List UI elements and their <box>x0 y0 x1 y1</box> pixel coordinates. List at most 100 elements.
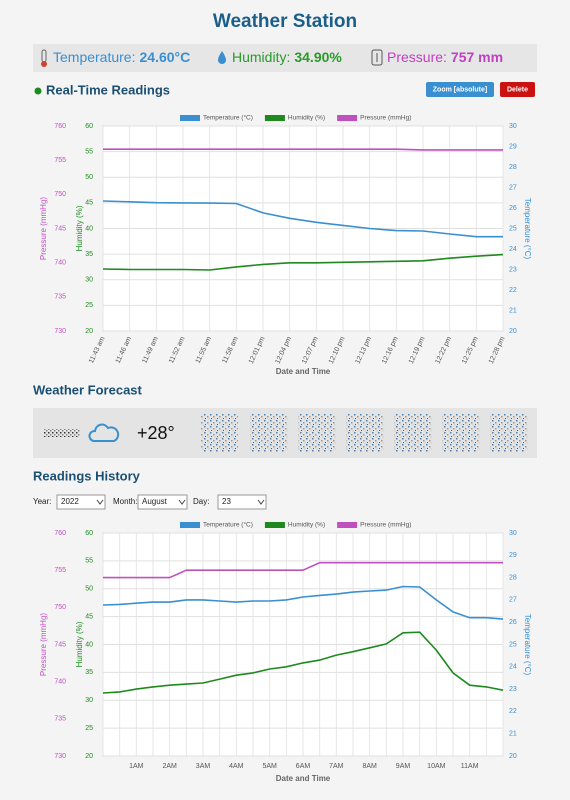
y-tick-label: 735 <box>54 294 66 301</box>
x-tick-label: 4AM <box>229 763 244 770</box>
x-tick-label: 12:13 pm <box>354 336 373 366</box>
value: 34.90% <box>294 49 342 65</box>
label: Humidity: <box>232 49 290 65</box>
y-tick-label: 745 <box>54 641 66 648</box>
y-tick-label: 60 <box>85 123 93 130</box>
legend-swatch <box>337 522 358 528</box>
x-tick-label: 7AM <box>329 763 344 770</box>
y-tick-label: 21 <box>509 731 517 738</box>
y-tick-label: 740 <box>54 679 66 686</box>
series-line <box>102 631 504 694</box>
pressure-status: Pressure: 757 mm <box>387 49 503 65</box>
gauge-icon <box>371 49 383 66</box>
delete-button[interactable] <box>500 82 535 97</box>
y-tick-label: 35 <box>85 669 93 676</box>
x-tick-label: 12:28 pm <box>488 336 507 366</box>
zoom-button-label[interactable]: Zoom [absolute] <box>433 86 487 93</box>
x-tick-label: 12:16 pm <box>381 336 400 366</box>
axis-title: Pressure (mmHg) <box>39 197 48 260</box>
axis-title: Temperature (°C) <box>523 614 532 676</box>
x-tick-label: 3AM <box>196 763 211 770</box>
y-tick-label: 730 <box>54 328 66 335</box>
x-tick-label: 8AM <box>362 763 377 770</box>
forecast-tile <box>250 414 288 452</box>
filter-label: Month: <box>113 497 137 506</box>
y-tick-label: 29 <box>509 143 517 150</box>
x-tick-label: 11:43 am <box>88 336 107 365</box>
y-tick-label: 24 <box>509 246 517 253</box>
y-tick-label: 45 <box>85 613 93 620</box>
y-tick-label: 735 <box>54 716 66 723</box>
month-select[interactable] <box>137 494 188 510</box>
line-chart: 20 25 30 35 40 45 50 55 60 Humidity (%) 20 21 22 23 24… <box>39 114 532 376</box>
legend-label: Humidity (%) <box>288 115 325 122</box>
y-tick-label: 28 <box>509 574 517 581</box>
live-dot <box>34 87 42 95</box>
value: 24.60°C <box>139 49 190 65</box>
x-tick-label: 12:25 pm <box>461 336 480 366</box>
legend-label: Temperature (°C) <box>203 114 253 122</box>
legend-label: Humidity (%) <box>288 522 325 529</box>
forecast-thumb <box>44 429 80 437</box>
select-value[interactable]: 2022 <box>61 497 79 506</box>
x-tick-label: 12:19 pm <box>408 336 427 366</box>
select-value[interactable]: August <box>142 497 168 506</box>
x-tick-label: 11:49 am <box>141 336 160 365</box>
legend-swatch <box>180 522 200 528</box>
y-tick-label: 750 <box>54 604 66 611</box>
series-line <box>102 253 504 271</box>
forecast-temperature: +28° <box>137 423 175 443</box>
y-tick-label: 730 <box>54 753 66 760</box>
select-arrow <box>257 499 265 505</box>
x-tick-label: 12:04 pm <box>274 336 293 366</box>
x-tick-label: 11:46 am <box>115 336 134 365</box>
legend-label: Temperature (°C) <box>203 521 253 529</box>
y-tick-label: 760 <box>54 123 66 130</box>
x-tick-label: 5AM <box>262 763 277 770</box>
x-tick-label: 2AM <box>162 763 177 770</box>
select-arrow <box>178 499 186 505</box>
x-tick-label: 10AM <box>427 763 445 770</box>
temperature-status: Temperature: 24.60°C <box>53 49 190 65</box>
legend-swatch <box>264 522 285 528</box>
axis-title: Temperature (°C) <box>523 198 532 260</box>
delete-button-label[interactable]: Delete <box>507 86 528 93</box>
y-tick-label: 30 <box>509 530 517 537</box>
y-tick-label: 25 <box>509 225 517 232</box>
y-tick-label: 25 <box>85 302 93 309</box>
y-tick-label: 45 <box>85 200 93 207</box>
axis-title: Humidity (%) <box>75 621 84 667</box>
x-tick-label: 12:22 pm <box>434 336 453 366</box>
y-tick-label: 30 <box>85 277 93 284</box>
y-tick-label: 22 <box>509 708 517 715</box>
drop-icon <box>218 51 226 64</box>
x-tick-label: 12:01 pm <box>248 336 267 366</box>
forecast-tile <box>200 414 238 452</box>
forecast-tile <box>442 414 480 452</box>
y-tick-label: 26 <box>509 619 517 626</box>
day-select[interactable] <box>217 494 267 510</box>
year-select[interactable] <box>56 494 106 510</box>
x-axis-title: Date and Time <box>276 774 331 783</box>
x-tick-label: 11:52 am <box>168 336 187 365</box>
y-tick-label: 20 <box>509 753 517 760</box>
y-tick-label: 755 <box>54 157 66 164</box>
zoom-button[interactable] <box>426 82 494 97</box>
section-title: Real-Time Readings <box>46 82 170 97</box>
x-tick-label: 1AM <box>129 763 144 770</box>
legend-label: Pressure (mmHg) <box>360 522 411 529</box>
series-line <box>102 200 503 238</box>
y-tick-label: 750 <box>54 191 66 198</box>
forecast-tile <box>394 414 432 452</box>
select-value[interactable]: 23 <box>222 497 231 506</box>
y-tick-label: 26 <box>509 205 517 212</box>
forecast-tiles <box>200 414 528 452</box>
y-tick-label: 60 <box>85 530 93 537</box>
y-tick-label: 35 <box>85 251 93 258</box>
y-tick-label: 30 <box>509 123 517 130</box>
y-tick-label: 55 <box>85 148 93 155</box>
value: 757 mm <box>451 49 503 65</box>
humidity-status: Humidity: 34.90% <box>232 49 342 65</box>
y-tick-label: 27 <box>509 597 517 604</box>
y-tick-label: 22 <box>509 287 517 294</box>
